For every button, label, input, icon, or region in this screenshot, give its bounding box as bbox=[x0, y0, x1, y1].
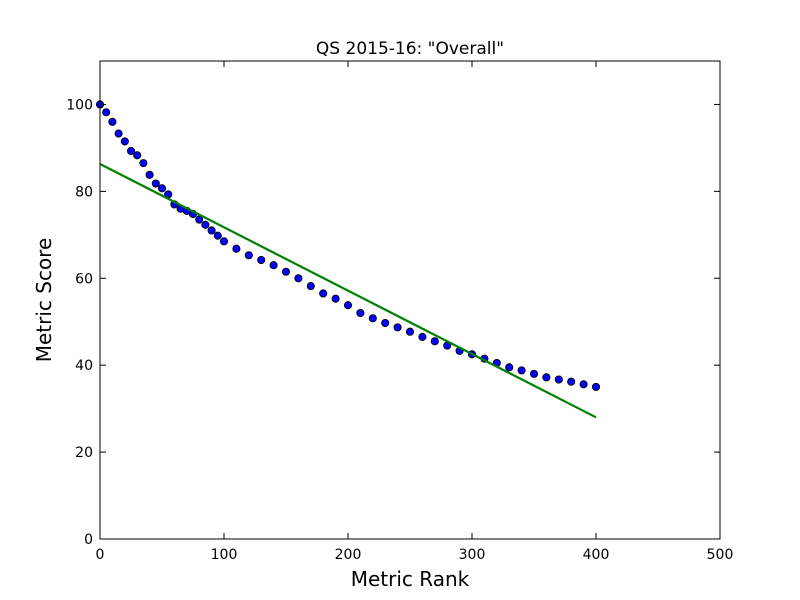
x-tick-label: 0 bbox=[96, 547, 105, 563]
scatter-series bbox=[95, 100, 601, 391]
data-point bbox=[591, 382, 601, 391]
y-tick-label: 60 bbox=[75, 271, 93, 287]
data-point bbox=[281, 267, 291, 276]
plot-frame bbox=[99, 60, 721, 540]
data-point bbox=[244, 251, 253, 260]
data-point bbox=[505, 363, 514, 372]
data-point bbox=[120, 137, 129, 146]
chart-title: QS 2015-16: "Overall" bbox=[316, 39, 504, 59]
data-point bbox=[579, 380, 588, 389]
data-point bbox=[567, 377, 576, 386]
y-tick-label: 0 bbox=[84, 532, 93, 548]
data-point bbox=[213, 231, 222, 240]
x-axis: 0 100 200 300 400 500 bbox=[96, 61, 734, 563]
data-point bbox=[201, 220, 210, 229]
data-point bbox=[257, 255, 266, 265]
data-point bbox=[139, 159, 148, 168]
data-point bbox=[517, 366, 526, 375]
data-point bbox=[102, 108, 111, 117]
data-point bbox=[542, 373, 551, 382]
fit-line bbox=[99, 163, 597, 419]
data-point bbox=[108, 117, 117, 126]
data-point bbox=[133, 151, 142, 160]
data-point bbox=[418, 332, 427, 341]
x-tick-label: 400 bbox=[583, 547, 610, 563]
data-point bbox=[114, 129, 123, 138]
data-point bbox=[331, 294, 340, 303]
data-point bbox=[405, 327, 415, 336]
data-point bbox=[269, 261, 278, 270]
y-tick-label: 100 bbox=[66, 97, 93, 113]
data-point bbox=[157, 184, 167, 193]
y-tick-label: 80 bbox=[75, 184, 93, 200]
data-point bbox=[529, 369, 539, 378]
data-point bbox=[356, 308, 365, 318]
y-tick-label: 40 bbox=[75, 358, 93, 374]
data-point bbox=[319, 289, 328, 298]
data-point bbox=[306, 282, 315, 291]
data-point bbox=[195, 215, 204, 224]
data-point bbox=[368, 314, 377, 323]
x-tick-label: 500 bbox=[707, 547, 734, 563]
x-axis-title: Metric Rank bbox=[351, 567, 470, 591]
data-point bbox=[232, 244, 241, 253]
data-point bbox=[393, 323, 402, 332]
data-point bbox=[554, 375, 563, 384]
x-tick-label: 200 bbox=[335, 547, 362, 563]
data-point bbox=[219, 237, 229, 246]
y-axis-title: Metric Score bbox=[32, 238, 56, 363]
data-point bbox=[145, 170, 154, 179]
data-point bbox=[294, 274, 303, 283]
data-point bbox=[343, 301, 353, 310]
data-point bbox=[126, 146, 136, 156]
data-point bbox=[207, 226, 216, 235]
y-axis: 0 20 40 60 80 100 bbox=[66, 97, 720, 548]
data-point bbox=[430, 337, 439, 346]
x-tick-label: 300 bbox=[459, 547, 486, 563]
x-tick-label: 100 bbox=[211, 547, 238, 563]
y-tick-label: 20 bbox=[75, 445, 93, 461]
data-point bbox=[151, 179, 160, 188]
fit-line-series bbox=[99, 163, 597, 419]
data-point bbox=[381, 318, 390, 328]
